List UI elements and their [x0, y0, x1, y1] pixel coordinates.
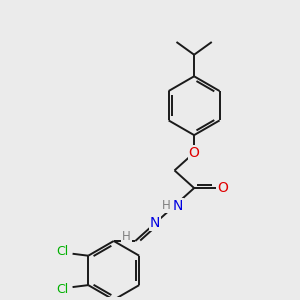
Text: N: N: [150, 216, 160, 230]
Text: N: N: [172, 199, 183, 213]
Text: O: O: [189, 146, 200, 160]
Text: O: O: [217, 181, 228, 195]
Text: Cl: Cl: [57, 283, 69, 296]
Text: H: H: [122, 230, 131, 243]
Text: Cl: Cl: [57, 245, 69, 258]
Text: H: H: [162, 199, 171, 212]
